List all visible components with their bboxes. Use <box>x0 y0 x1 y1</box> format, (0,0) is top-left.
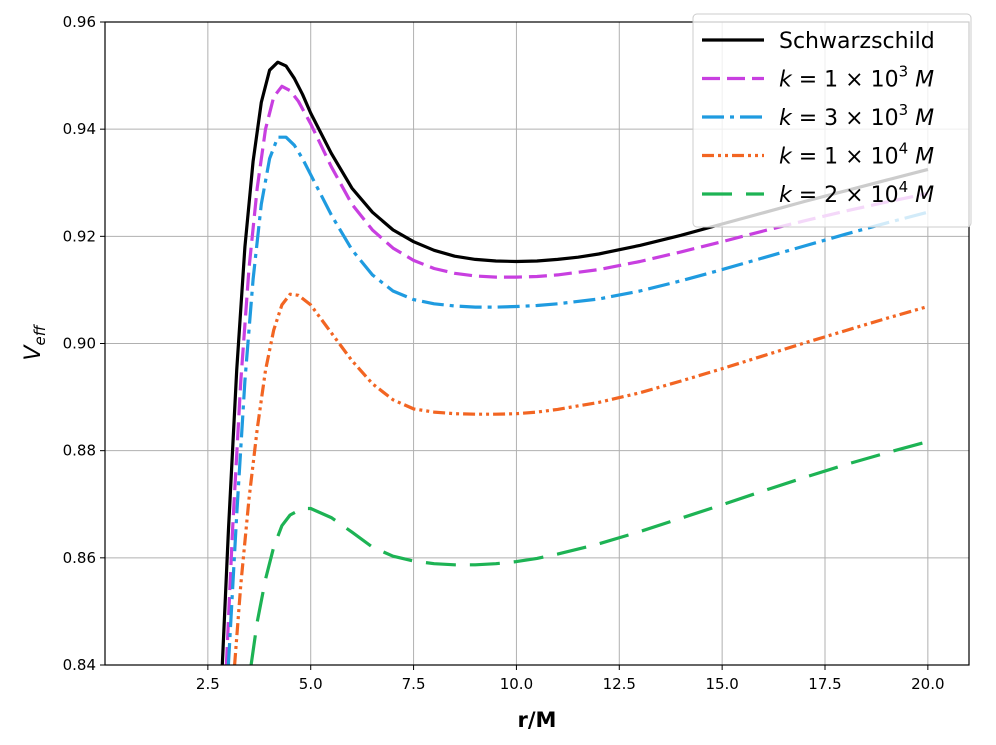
legend-box <box>692 13 972 228</box>
x-tick-label: 7.5 <box>402 675 426 693</box>
x-tick-label: 5.0 <box>299 675 323 693</box>
y-tick-label: 0.86 <box>63 549 96 567</box>
x-axis-ticks: 2.5 5.0 7.5 10.0 12.5 15.0 17.5 20.0 <box>196 665 945 693</box>
series-line-1 <box>224 84 929 665</box>
plot-lines <box>220 60 929 665</box>
legend: Schwarzschild k = 1 × 103 M k = 3 × 103 M k… <box>692 13 972 228</box>
y-tick-label: 0.90 <box>63 335 96 353</box>
x-tick-label: 2.5 <box>196 675 220 693</box>
series-line-3 <box>233 292 929 665</box>
x-tick-label: 20.0 <box>911 675 944 693</box>
y-tick-label: 0.88 <box>63 442 96 460</box>
series-line-2 <box>226 135 929 665</box>
series-line-4 <box>249 440 929 665</box>
x-axis-label: r/M <box>518 708 557 732</box>
x-tick-label: 10.0 <box>500 675 533 693</box>
legend-label-2: k = 3 × 103 M <box>779 101 934 131</box>
legend-label-4: k = 2 × 104 M <box>779 178 934 208</box>
x-tick-label: 12.5 <box>603 675 636 693</box>
legend-label-3: k = 1 × 104 M <box>779 140 934 170</box>
y-tick-label: 0.84 <box>63 656 96 674</box>
legend-label-0: Schwarzschild <box>779 29 935 54</box>
x-tick-label: 17.5 <box>808 675 841 693</box>
y-tick-label: 0.94 <box>63 120 96 138</box>
y-axis-label: Veff <box>21 323 49 360</box>
y-tick-label: 0.96 <box>63 13 96 31</box>
x-tick-label: 15.0 <box>705 675 738 693</box>
y-axis-ticks: 0.84 0.86 0.88 0.90 0.92 0.94 0.96 <box>63 13 105 674</box>
series-line-0 <box>220 60 929 665</box>
legend-label-1: k = 1 × 103 M <box>779 63 934 93</box>
y-tick-label: 0.92 <box>63 227 96 245</box>
